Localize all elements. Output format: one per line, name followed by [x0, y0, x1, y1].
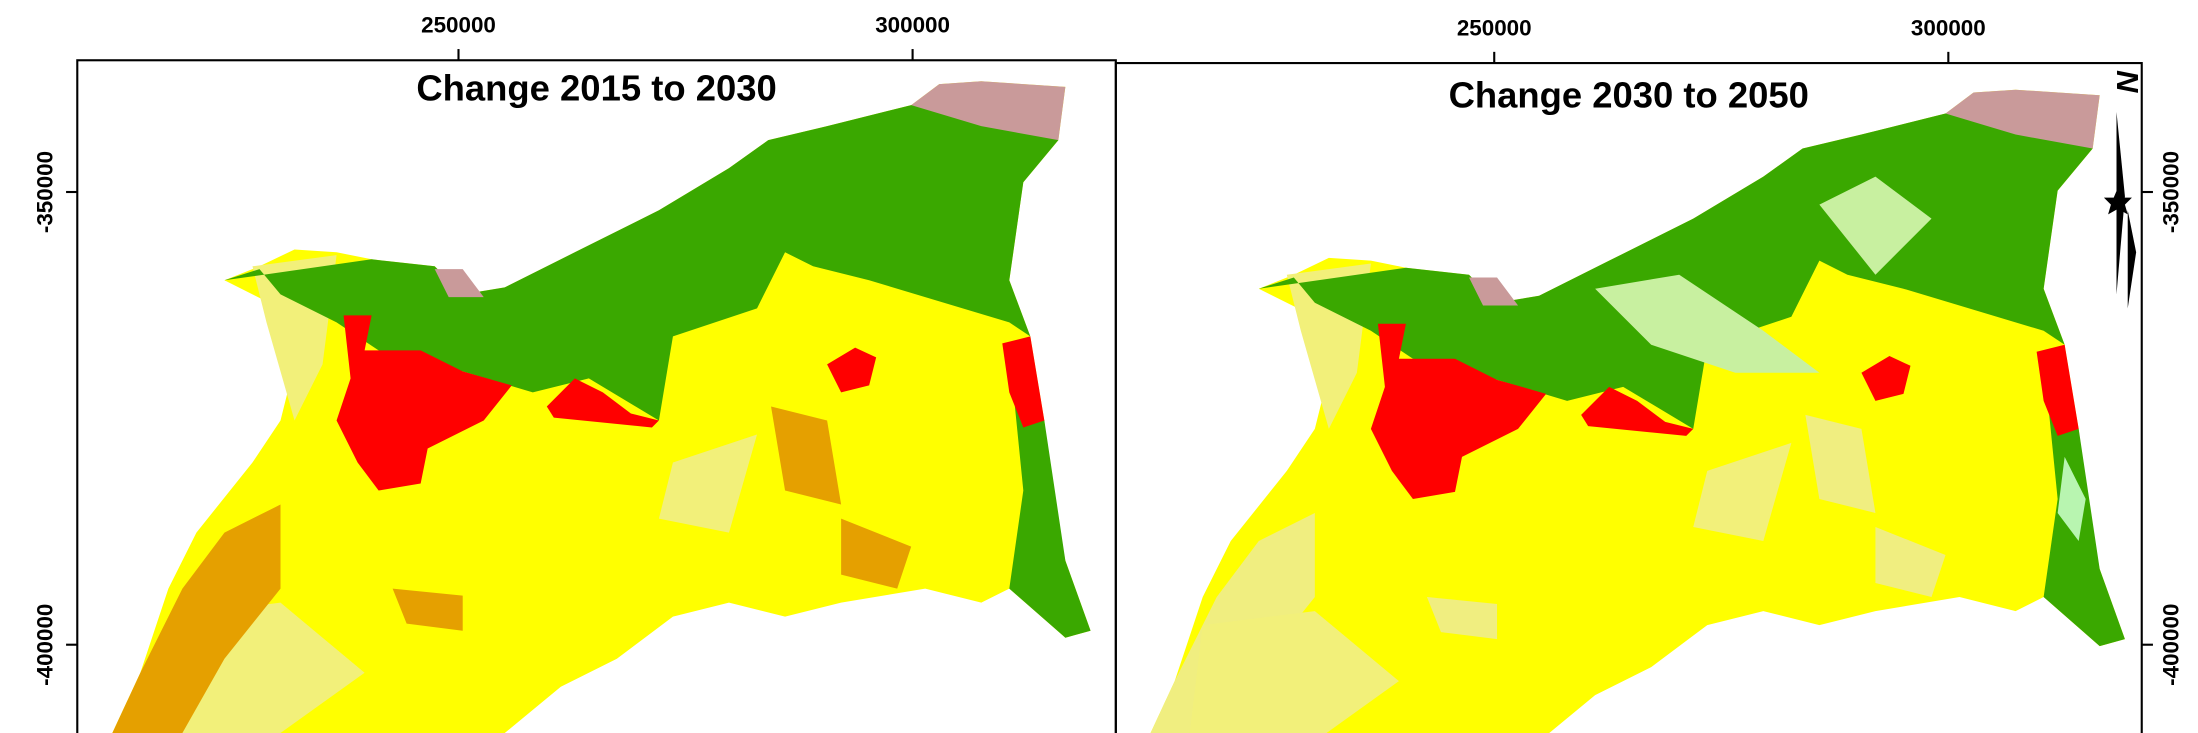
x-tick-label: 300000	[1911, 15, 1986, 40]
frame	[1114, 62, 2143, 733]
panel-title: Change 2015 to 2030	[416, 68, 776, 109]
y-tick-label: -350000	[32, 151, 57, 233]
regrowth	[2057, 456, 2086, 541]
y-tick-label: -400000	[32, 604, 57, 686]
x-tick-label: 300000	[875, 13, 950, 38]
map-panel-1	[112, 81, 1091, 733]
y-tick-label: -400000	[2158, 604, 2183, 686]
north-arrow-needle	[2127, 210, 2137, 309]
x-tick-label: 250000	[421, 13, 496, 38]
north-arrow: N	[2103, 70, 2145, 309]
panel-title: Change 2030 to 2050	[1449, 75, 1809, 116]
north-label: N	[2110, 70, 2145, 93]
map-panel-2	[1146, 89, 2125, 733]
y-tick-label: -350000	[2158, 151, 2183, 233]
x-tick-label: 250000	[1457, 15, 1532, 40]
regrowth	[1595, 176, 1932, 373]
north-arrow-star	[2103, 187, 2132, 215]
